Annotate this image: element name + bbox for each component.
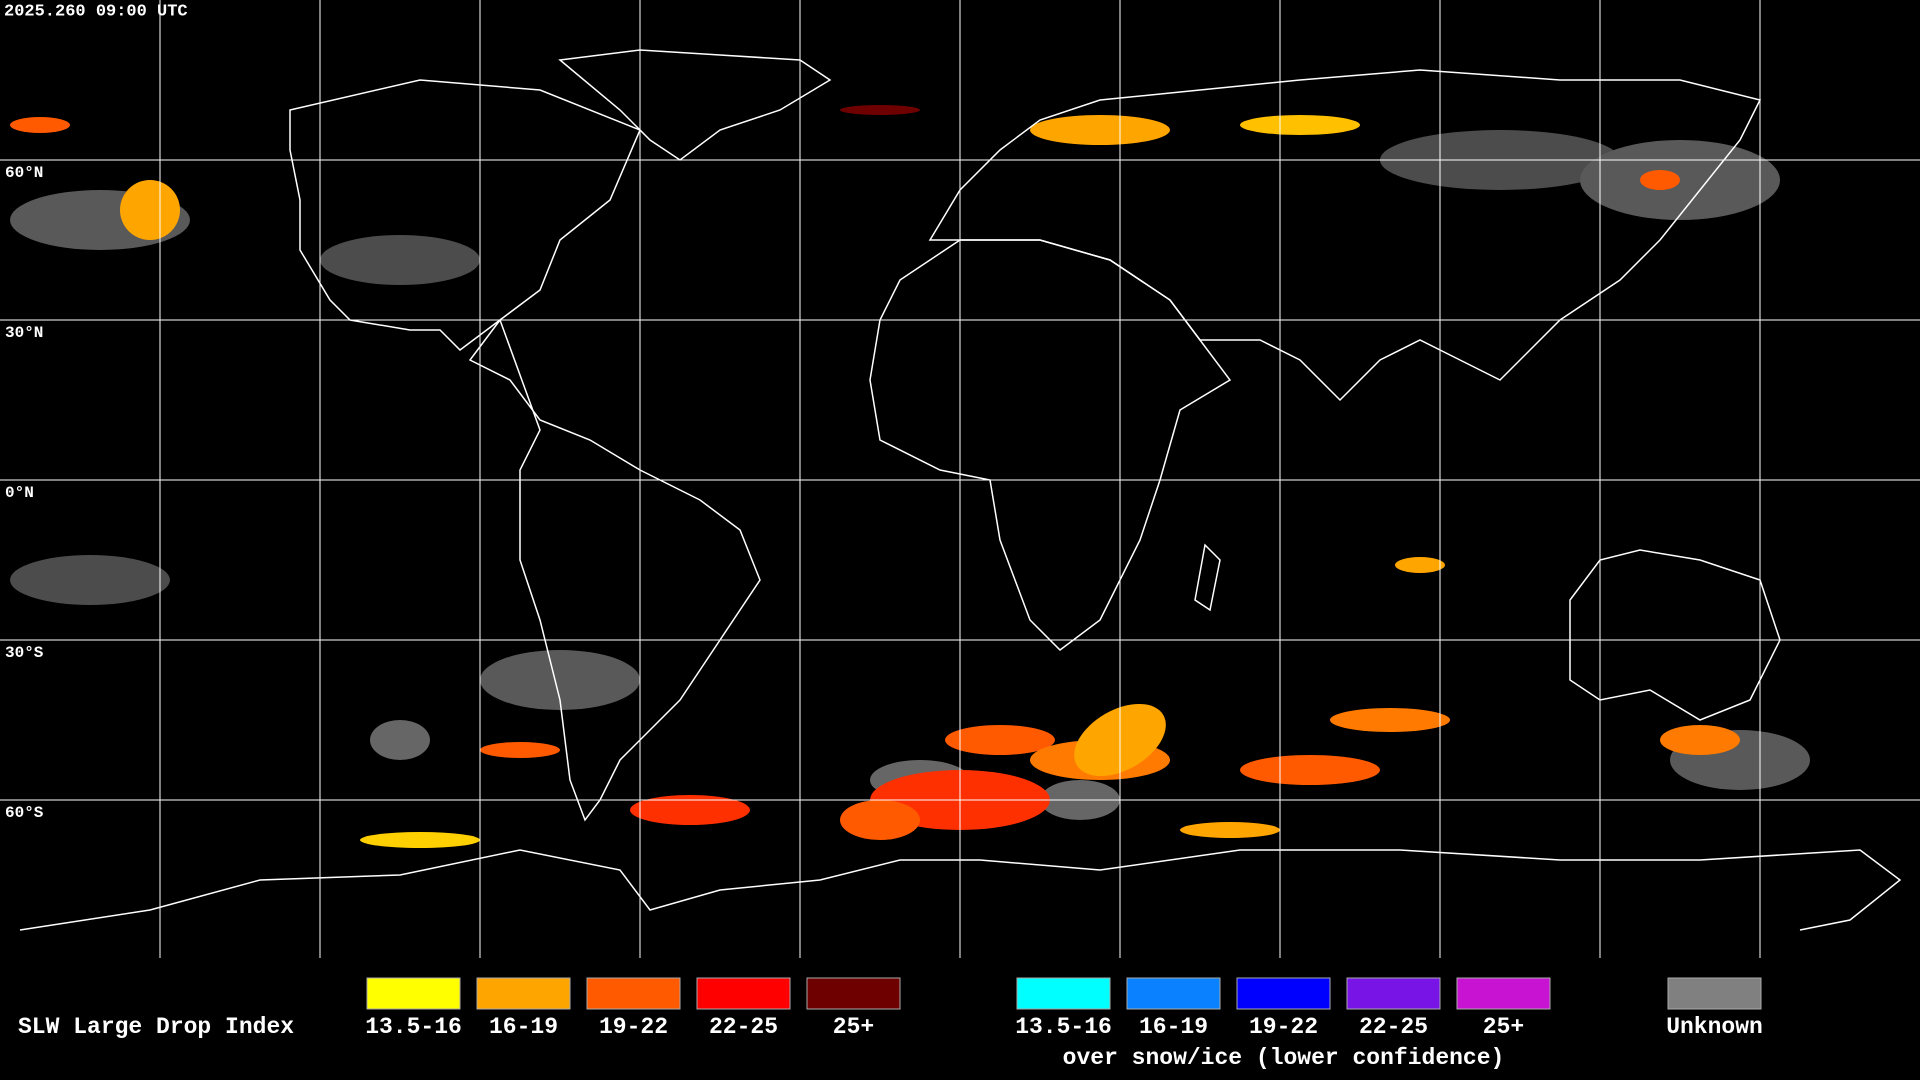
legend-swatch bbox=[1126, 977, 1221, 1010]
legend-swatch bbox=[806, 977, 901, 1010]
latitude-label: 0°N bbox=[5, 484, 34, 502]
slw-regions bbox=[10, 105, 1740, 848]
legend-label: 25+ bbox=[833, 1014, 874, 1040]
coastlines bbox=[19, 49, 1902, 931]
legend-swatch bbox=[1016, 977, 1111, 1010]
legend-swatch bbox=[1236, 977, 1331, 1010]
legend: SLW Large Drop Index 13.5-16 16-19 19-22 22… bbox=[18, 977, 1763, 1071]
legend-swatch bbox=[476, 977, 571, 1010]
legend-swatch bbox=[1456, 977, 1551, 1010]
latitude-label: 60°S bbox=[5, 804, 44, 822]
legend-caption: over snow/ice (lower confidence) bbox=[1063, 1045, 1505, 1071]
legend-label: 16-19 bbox=[489, 1014, 558, 1040]
legend-swatch bbox=[696, 977, 791, 1010]
timestamp: 2025.260 09:00 UTC bbox=[4, 2, 188, 21]
legend-label: 19-22 bbox=[1249, 1014, 1318, 1040]
latitude-label: 60°N bbox=[5, 164, 43, 182]
legend-label: 13.5-16 bbox=[365, 1014, 462, 1040]
legend-swatch bbox=[1346, 977, 1441, 1010]
graticule bbox=[0, 0, 1920, 958]
legend-label: 22-25 bbox=[1359, 1014, 1428, 1040]
legend-label: 13.5-16 bbox=[1015, 1014, 1112, 1040]
legend-label: 19-22 bbox=[599, 1014, 668, 1040]
legend-swatch bbox=[586, 977, 681, 1010]
legend-background bbox=[0, 958, 1920, 1080]
legend-swatch bbox=[366, 977, 461, 1010]
legend-title: SLW Large Drop Index bbox=[18, 1014, 294, 1040]
legend-label: 22-25 bbox=[709, 1014, 778, 1040]
latitude-label: 30°N bbox=[5, 324, 43, 342]
map-labels: 2025.260 09:00 UTC 60°N 30°N 0°N 30°S 60°S bbox=[4, 2, 188, 822]
legend-label: Unknown bbox=[1666, 1014, 1763, 1040]
legend-swatch bbox=[1667, 977, 1762, 1010]
map bbox=[10, 49, 1902, 931]
legend-label: 25+ bbox=[1483, 1014, 1524, 1040]
latitude-label: 30°S bbox=[5, 644, 44, 662]
legend-label: 16-19 bbox=[1139, 1014, 1208, 1040]
